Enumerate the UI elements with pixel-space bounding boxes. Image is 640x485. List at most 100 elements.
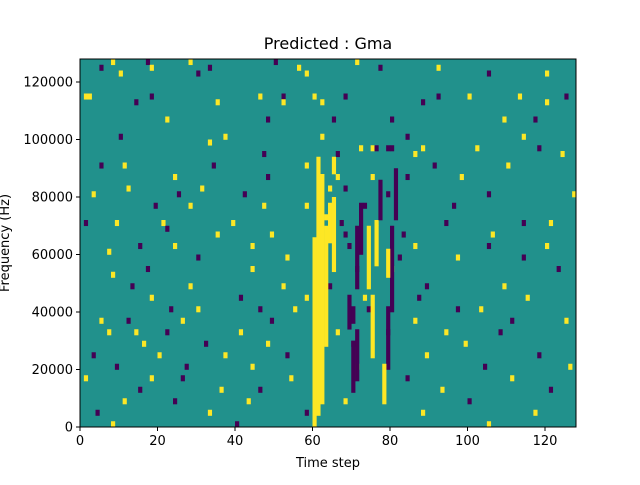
- heatmap-cell: [370, 174, 375, 181]
- heatmap-cell: [238, 294, 244, 301]
- heatmap-cell: [107, 329, 112, 336]
- heatmap-cell: [328, 185, 333, 192]
- x-tick-label: 120: [533, 434, 558, 449]
- heatmap-cell: [95, 409, 100, 416]
- heatmap-cell: [281, 283, 286, 290]
- heatmap-cell: [297, 64, 302, 71]
- heatmap-cell: [246, 398, 251, 405]
- heatmap-cell: [486, 70, 492, 77]
- heatmap-cells: [83, 59, 577, 428]
- heatmap-cell: [417, 294, 422, 301]
- heatmap-cell: [436, 64, 441, 71]
- heatmap-cell: [138, 243, 143, 250]
- heatmap-cell: [304, 294, 309, 301]
- heatmap-cell: [362, 202, 368, 209]
- heatmap-cell: [564, 317, 569, 324]
- heatmap-cell: [273, 59, 278, 66]
- heatmap-cell: [149, 294, 154, 301]
- heatmap-cell: [568, 363, 573, 370]
- heatmap-cell: [483, 363, 488, 370]
- heatmap-cell: [343, 93, 348, 100]
- heatmap-cell: [486, 191, 492, 198]
- heatmap-cell: [215, 99, 220, 106]
- heatmap-cell: [149, 93, 154, 100]
- heatmap-cell: [533, 409, 538, 416]
- heatmap-cell: [548, 386, 554, 393]
- heatmap-cell: [207, 409, 213, 416]
- heatmap-cell: [223, 133, 228, 140]
- heatmap-cell: [83, 375, 89, 382]
- y-axis-ticks: 0 20000 40000 60000 80000 100000 120000: [23, 76, 80, 436]
- heatmap-cell: [401, 231, 406, 238]
- heatmap-cell: [405, 133, 410, 140]
- heatmap-cell: [107, 248, 112, 255]
- heatmap-cell: [545, 99, 550, 106]
- heatmap-cell: [145, 266, 151, 273]
- heatmap-cell: [142, 340, 147, 347]
- heatmap-cell: [374, 145, 379, 152]
- heatmap-cell: [397, 254, 402, 261]
- heatmap-cell: [99, 317, 104, 324]
- heatmap-cell-run: [316, 156, 321, 416]
- heatmap-cell: [250, 363, 255, 370]
- heatmap-cell: [421, 145, 426, 152]
- heatmap-cell: [99, 64, 104, 71]
- heatmap-cell: [91, 191, 96, 198]
- heatmap-cell-run: [374, 225, 379, 267]
- chart-title: Predicted : Gma: [264, 34, 392, 53]
- heatmap-cell: [122, 398, 127, 405]
- x-axis-ticks: 0 20 40 60 80 100 120: [76, 427, 558, 449]
- heatmap-cell: [498, 329, 503, 336]
- heatmap-cell: [362, 294, 368, 301]
- heatmap-cell: [320, 99, 325, 106]
- heatmap-cell: [173, 398, 178, 405]
- x-tick-label: 80: [382, 434, 399, 449]
- heatmap-cell: [366, 306, 371, 313]
- heatmap-cell-run: [355, 225, 360, 290]
- heatmap-cell: [486, 421, 492, 428]
- heatmap-cell: [111, 421, 116, 428]
- heatmap-cell: [207, 139, 213, 146]
- heatmap-cell: [149, 375, 154, 382]
- heatmap-cell: [386, 145, 391, 152]
- heatmap-cell: [262, 202, 267, 209]
- heatmap-cell: [138, 386, 143, 393]
- heatmap-cell: [490, 231, 495, 238]
- plot-area: [79, 58, 577, 428]
- heatmap-cell: [165, 116, 170, 123]
- heatmap-cell: [335, 329, 340, 336]
- heatmap-cell: [537, 145, 542, 152]
- heatmap-cell: [145, 59, 151, 66]
- heatmap-cell: [188, 59, 193, 66]
- heatmap-cell: [87, 93, 92, 100]
- heatmap-cell: [479, 306, 484, 313]
- x-tick-label: 20: [149, 434, 166, 449]
- heatmap-cell: [196, 70, 201, 77]
- heatmap-cell: [424, 283, 430, 290]
- heatmap-cell: [413, 317, 418, 324]
- heatmap-cell: [335, 151, 340, 158]
- x-axis-label: Time step: [295, 456, 360, 471]
- y-tick-label: 0: [65, 421, 73, 436]
- heatmap-cell-run: [324, 225, 329, 347]
- heatmap-cell: [211, 162, 216, 169]
- heatmap-cell: [207, 64, 213, 71]
- heatmap-cell: [502, 283, 507, 290]
- heatmap-cell: [459, 174, 464, 181]
- heatmap-cell: [281, 93, 286, 100]
- heatmap-cell-run: [320, 174, 325, 405]
- heatmap-cell: [413, 151, 418, 158]
- heatmap-cell: [548, 220, 554, 227]
- heatmap-cell-run: [328, 202, 333, 244]
- heatmap-cell: [444, 329, 449, 336]
- heatmap-cell-run: [324, 214, 329, 221]
- heatmap-cell: [304, 409, 309, 416]
- heatmap-cell: [184, 363, 189, 370]
- heatmap-cell: [328, 283, 333, 290]
- heatmap-cell: [130, 283, 135, 290]
- heatmap-cell: [188, 202, 193, 209]
- heatmap-cell: [343, 398, 348, 405]
- heatmap-cell: [390, 145, 395, 152]
- heatmap-cell: [173, 243, 178, 250]
